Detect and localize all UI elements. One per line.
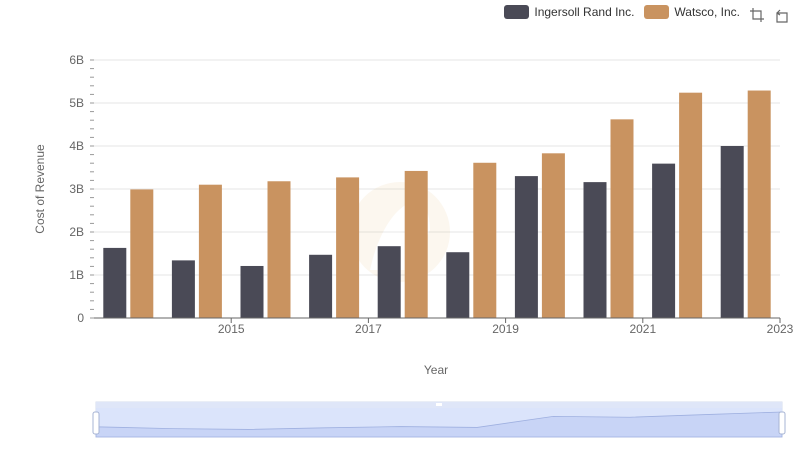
x-tick-label: 2017 bbox=[355, 322, 382, 336]
bar-watsco-2023[interactable] bbox=[747, 90, 771, 318]
bar-watsco-2020[interactable] bbox=[541, 153, 565, 318]
bar-ingersoll-2017[interactable] bbox=[309, 254, 333, 318]
x-tick-label: 2023 bbox=[767, 322, 794, 336]
legend-label-ingersoll: Ingersoll Rand Inc. bbox=[534, 5, 635, 19]
legend-item-ingersoll[interactable]: Ingersoll Rand Inc. bbox=[504, 5, 634, 19]
bar-ingersoll-2022[interactable] bbox=[652, 163, 676, 318]
legend-item-watsco[interactable]: Watsco, Inc. bbox=[644, 5, 740, 19]
bars bbox=[103, 90, 771, 319]
bar-watsco-2022[interactable] bbox=[679, 92, 703, 319]
bar-ingersoll-2020[interactable] bbox=[514, 176, 538, 318]
y-axis-label: Cost of Revenue bbox=[33, 144, 47, 234]
y-tick-label: 3B bbox=[69, 182, 84, 196]
toolbox bbox=[749, 7, 790, 23]
bar-watsco-2014[interactable] bbox=[130, 189, 154, 318]
x-tick-label: 2019 bbox=[492, 322, 519, 336]
y-tick-label: 2B bbox=[69, 225, 84, 239]
x-tick-label: 2015 bbox=[218, 322, 245, 336]
bar-ingersoll-2018[interactable] bbox=[377, 246, 401, 318]
legend: Ingersoll Rand Inc. Watsco, Inc. bbox=[504, 5, 740, 19]
y-tick-label: 1B bbox=[69, 268, 84, 282]
bar-watsco-2021[interactable] bbox=[610, 119, 634, 318]
bar-ingersoll-2014[interactable] bbox=[103, 247, 127, 318]
bar-ingersoll-2021[interactable] bbox=[583, 182, 607, 318]
y-tick-label: 4B bbox=[69, 139, 84, 153]
data-zoom-left-handle[interactable] bbox=[92, 411, 100, 435]
legend-label-watsco: Watsco, Inc. bbox=[674, 5, 740, 19]
y-tick-label: 0 bbox=[77, 311, 84, 325]
data-zoom-grip bbox=[436, 403, 442, 406]
data-zoom-slider[interactable] bbox=[92, 401, 786, 438]
legend-swatch-ingersoll bbox=[504, 5, 530, 19]
y-tick-label: 5B bbox=[69, 96, 84, 110]
data-zoom-preview bbox=[95, 411, 783, 438]
axes: 0 1B 2B 3B 4B 5B 6B 2015 2017 2019 2021 2023 bbox=[69, 53, 793, 336]
bar-watsco-2015[interactable] bbox=[198, 184, 222, 318]
x-tick-label: 2021 bbox=[629, 322, 656, 336]
bar-watsco-2018[interactable] bbox=[404, 170, 428, 318]
data-zoom-right-handle[interactable] bbox=[778, 411, 786, 435]
bar-ingersoll-2023[interactable] bbox=[720, 146, 744, 318]
x-axis-label: Year bbox=[424, 363, 448, 377]
bar-watsco-2019[interactable] bbox=[473, 162, 497, 318]
bar-watsco-2017[interactable] bbox=[336, 177, 360, 318]
zoom-select-icon[interactable] bbox=[749, 7, 765, 23]
legend-swatch-watsco bbox=[644, 5, 670, 19]
bar-ingersoll-2016[interactable] bbox=[240, 265, 264, 318]
y-tick-label: 6B bbox=[69, 53, 84, 67]
bar-ingersoll-2019[interactable] bbox=[446, 252, 470, 318]
bar-watsco-2016[interactable] bbox=[267, 181, 291, 318]
restore-icon[interactable] bbox=[774, 7, 790, 23]
bar-ingersoll-2015[interactable] bbox=[171, 260, 195, 318]
